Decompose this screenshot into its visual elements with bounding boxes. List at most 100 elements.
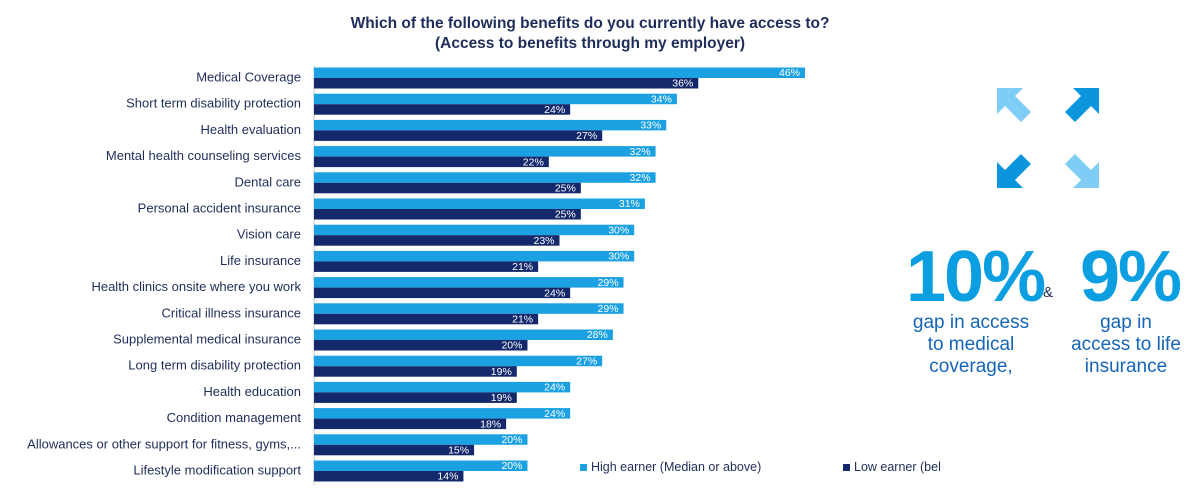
ampersand: &: [1043, 284, 1054, 301]
low-earner-bar: [314, 182, 581, 194]
low-earner-bar: [314, 471, 464, 482]
high-earner-bar: [314, 277, 624, 288]
category-label: Dental care: [235, 174, 301, 189]
data-label: 20%: [501, 460, 522, 472]
expand-arrows: [997, 88, 1099, 188]
data-label: 34%: [651, 93, 672, 105]
category-label: Health evaluation: [201, 122, 301, 137]
data-label: 25%: [555, 183, 576, 195]
category-label: Health clinics onsite where you work: [91, 279, 301, 294]
medical-gap-value: 10%: [906, 237, 1046, 317]
life-caption-line: gap in: [1100, 312, 1152, 333]
data-label: 27%: [576, 355, 597, 367]
category-label: Short term disability protection: [126, 96, 301, 111]
data-label: 29%: [598, 303, 619, 315]
low-earner-bar: [314, 340, 528, 351]
data-label: 32%: [630, 146, 651, 158]
bar-chart: Medical Coverage 46% 36% Short term disabil…: [27, 66, 940, 486]
data-label: 14%: [437, 471, 458, 483]
low-earner-bar: [314, 130, 603, 141]
high-earner-bar: [314, 303, 624, 314]
arrow-southwest-icon: [997, 154, 1031, 188]
data-label: 33%: [640, 120, 661, 132]
medical-gap-caption: gap in access to medical coverage,: [900, 312, 1042, 378]
category-label: Health education: [203, 384, 301, 399]
high-earner-bar: [314, 355, 603, 367]
arrow-northwest-icon: [997, 88, 1031, 122]
medical-caption-line: coverage,: [929, 356, 1013, 377]
high-earner-bar: [314, 93, 677, 105]
data-label: 21%: [512, 261, 533, 273]
high-earner-bar: [314, 460, 528, 471]
high-earner-bar: [314, 250, 635, 262]
data-label: 20%: [501, 340, 522, 352]
data-label: 29%: [598, 277, 619, 289]
data-label: 15%: [448, 445, 469, 457]
low-earner-bar: [314, 418, 507, 430]
data-label: 32%: [630, 172, 651, 184]
data-label: 19%: [491, 366, 512, 378]
legend-high-earner-swatch: [580, 464, 587, 471]
data-label: 19%: [491, 392, 512, 404]
low-earner-bar: [314, 444, 475, 456]
data-label: 21%: [512, 314, 533, 326]
arrow-southeast-icon: [1065, 154, 1099, 188]
high-earner-bar: [314, 198, 645, 209]
legend-low-earner-swatch: [843, 464, 850, 471]
high-earner-bar: [314, 381, 571, 393]
data-label: 30%: [608, 251, 629, 263]
life-caption-line: insurance: [1084, 356, 1168, 377]
chart-subtitle: (Access to benefits through my employer): [434, 35, 746, 52]
life-caption-line: access to life: [1071, 334, 1181, 355]
low-earner-bar: [314, 209, 581, 220]
legend-high-earner-label: High earner (Median or above): [591, 460, 761, 474]
category-label: Life insurance: [220, 253, 301, 268]
category-label: Allowances or other support for fitness,…: [27, 436, 301, 451]
low-earner-bar: [314, 261, 539, 272]
data-label: 20%: [501, 434, 522, 446]
medical-caption-line: gap in access: [912, 312, 1030, 333]
life-gap-value: 9%: [1080, 237, 1182, 317]
high-earner-bar: [314, 408, 571, 419]
data-label: 28%: [587, 329, 608, 341]
data-label: 24%: [544, 287, 565, 299]
data-label: 24%: [544, 408, 565, 420]
data-label: 30%: [608, 224, 629, 236]
high-earner-bar: [314, 119, 667, 131]
data-label: 36%: [672, 78, 693, 90]
low-earner-bar: [314, 313, 539, 325]
high-earner-bar: [314, 224, 635, 236]
data-label: 23%: [533, 235, 554, 247]
high-earner-bar: [314, 172, 656, 183]
category-label: Condition management: [167, 410, 302, 425]
high-earner-bar: [314, 67, 805, 78]
category-label: Vision care: [237, 227, 301, 242]
low-earner-bar: [314, 104, 571, 115]
category-label: Long term disability protection: [128, 358, 301, 373]
data-label: 31%: [619, 198, 640, 210]
data-label: 27%: [576, 130, 597, 142]
life-gap-caption: gap in access to life insurance: [1060, 312, 1192, 378]
chart-title-line: Which of the following benefits do you c…: [350, 15, 830, 32]
low-earner-bar: [314, 287, 571, 299]
high-earner-bar: [314, 329, 613, 340]
category-label: Supplemental medical insurance: [113, 332, 301, 347]
data-label: 22%: [523, 156, 544, 168]
data-label: 18%: [480, 418, 501, 430]
category-label: Lifestyle modification support: [133, 463, 301, 478]
category-label: Critical illness insurance: [162, 305, 301, 320]
low-earner-bar: [314, 366, 517, 377]
category-label: Mental health counseling services: [106, 148, 302, 163]
medical-caption-line: to medical: [927, 334, 1015, 355]
low-earner-bar: [314, 392, 517, 403]
low-earner-bar: [314, 78, 699, 89]
data-label: 24%: [544, 382, 565, 394]
high-earner-bar: [314, 434, 528, 445]
chart-title: Which of the following benefits do you c…: [190, 14, 990, 54]
data-label: 24%: [544, 104, 565, 116]
low-earner-bar: [314, 156, 549, 168]
data-label: 46%: [779, 67, 800, 79]
arrow-northeast-icon: [1065, 88, 1099, 122]
category-label: Personal accident insurance: [138, 201, 301, 216]
low-earner-bar: [314, 235, 560, 246]
